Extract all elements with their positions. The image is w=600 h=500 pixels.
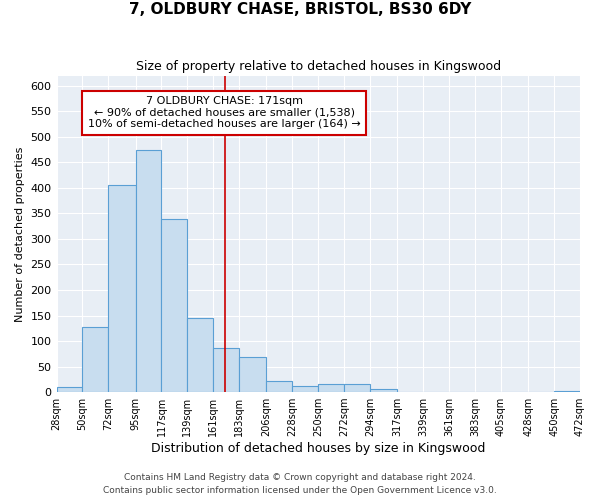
Text: Contains HM Land Registry data © Crown copyright and database right 2024.
Contai: Contains HM Land Registry data © Crown c… xyxy=(103,474,497,495)
Bar xyxy=(292,386,318,392)
Y-axis label: Number of detached properties: Number of detached properties xyxy=(15,146,25,322)
Bar xyxy=(344,384,370,392)
Bar xyxy=(136,150,161,392)
Bar xyxy=(214,348,239,392)
Bar xyxy=(187,318,214,392)
Bar xyxy=(318,384,344,392)
Bar xyxy=(370,389,397,392)
Bar xyxy=(109,186,136,392)
Title: Size of property relative to detached houses in Kingswood: Size of property relative to detached ho… xyxy=(136,60,501,73)
Bar xyxy=(161,218,187,392)
Bar xyxy=(56,387,82,392)
Bar xyxy=(266,381,292,392)
Bar xyxy=(554,390,580,392)
Text: 7, OLDBURY CHASE, BRISTOL, BS30 6DY: 7, OLDBURY CHASE, BRISTOL, BS30 6DY xyxy=(129,2,471,18)
Bar xyxy=(239,358,266,392)
Text: 7 OLDBURY CHASE: 171sqm
← 90% of detached houses are smaller (1,538)
10% of semi: 7 OLDBURY CHASE: 171sqm ← 90% of detache… xyxy=(88,96,361,130)
Bar xyxy=(82,327,109,392)
X-axis label: Distribution of detached houses by size in Kingswood: Distribution of detached houses by size … xyxy=(151,442,485,455)
